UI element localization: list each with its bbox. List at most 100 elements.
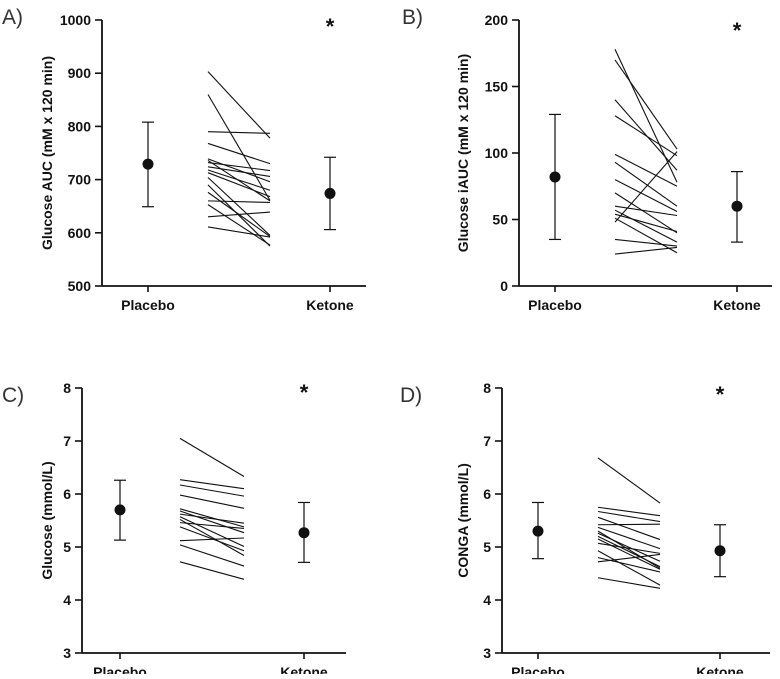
significance-marker: * xyxy=(716,382,725,407)
paired-line xyxy=(597,510,661,523)
paired-line xyxy=(614,99,678,171)
paired-line xyxy=(597,523,661,526)
paired-line xyxy=(207,131,271,134)
y-tick-label: 50 xyxy=(492,212,508,228)
paired-line xyxy=(614,238,678,247)
paired-line xyxy=(614,217,678,254)
paired-line xyxy=(207,158,271,183)
paired-line xyxy=(614,205,678,217)
panel-label: B) xyxy=(402,6,423,29)
y-tick-label: 100 xyxy=(485,145,509,161)
paired-line xyxy=(207,226,271,238)
y-tick-label: 0 xyxy=(500,278,508,294)
paired-line xyxy=(207,184,271,247)
paired-line xyxy=(597,532,661,562)
y-tick-label: 3 xyxy=(483,645,491,661)
y-tick-label: 900 xyxy=(68,65,92,81)
y-tick-label: 200 xyxy=(485,12,509,28)
y-axis-title: Glucose iAUC (mM x 120 min) xyxy=(455,54,471,252)
y-axis-title: Glucose AUC (mM x 120 min) xyxy=(39,56,55,250)
y-tick-label: 800 xyxy=(68,118,92,134)
paired-line xyxy=(597,506,661,517)
panel-b: B) 0 50 100 150 200 Placebo Ketone Glucose iAUC … xyxy=(402,6,772,313)
paired-line xyxy=(207,200,271,204)
paired-line xyxy=(179,437,245,477)
paired-line xyxy=(614,192,678,234)
x-tick-label: Ketone xyxy=(280,664,328,674)
y-tick-label: 500 xyxy=(68,278,92,294)
mean-point xyxy=(714,545,726,557)
paired-line xyxy=(179,518,245,556)
paired-line xyxy=(179,522,245,529)
paired-line xyxy=(207,142,271,165)
paired-line xyxy=(597,526,661,550)
mean-point xyxy=(298,527,310,539)
mean-point xyxy=(142,158,154,170)
x-tick-label: Placebo xyxy=(121,297,175,313)
paired-line xyxy=(614,161,678,207)
paired-line xyxy=(614,115,678,157)
y-tick-label: 8 xyxy=(63,380,71,396)
paired-line xyxy=(179,516,245,547)
paired-line xyxy=(207,211,271,218)
significance-marker: * xyxy=(326,14,335,39)
paired-line xyxy=(179,494,245,509)
paired-line xyxy=(614,153,678,187)
paired-line xyxy=(207,172,271,198)
y-tick-label: 5 xyxy=(483,539,491,555)
panel-a: A) 500 600 700 800 900 1000 Placebo Ketone Glucos… xyxy=(2,6,366,313)
paired-line xyxy=(179,479,245,490)
paired-line xyxy=(179,508,245,528)
panel-label: D) xyxy=(400,384,422,407)
paired-line xyxy=(179,561,245,580)
paired-line xyxy=(614,213,678,232)
paired-line xyxy=(597,577,661,589)
y-tick-label: 600 xyxy=(68,225,92,241)
x-tick-label: Placebo xyxy=(528,297,582,313)
paired-line xyxy=(179,544,245,567)
y-tick-label: 3 xyxy=(63,645,71,661)
y-tick-label: 1000 xyxy=(60,12,91,28)
paired-line xyxy=(614,246,678,255)
paired-line xyxy=(597,538,661,570)
mean-point xyxy=(532,525,544,537)
paired-line xyxy=(614,59,678,150)
y-tick-label: 700 xyxy=(68,172,92,188)
paired-line xyxy=(597,457,661,504)
paired-line xyxy=(179,537,245,542)
y-axis-title: Glucose (mmol/L) xyxy=(39,461,55,579)
paired-line xyxy=(614,179,678,213)
mean-point xyxy=(549,171,561,183)
paired-line xyxy=(179,513,245,524)
significance-marker: * xyxy=(300,380,309,405)
x-tick-label: Placebo xyxy=(511,664,565,674)
x-tick-label: Ketone xyxy=(696,664,744,674)
y-tick-label: 4 xyxy=(483,592,491,608)
panel-label: C) xyxy=(2,384,24,407)
paired-line xyxy=(597,557,661,573)
x-tick-label: Ketone xyxy=(713,297,761,313)
paired-line xyxy=(207,166,271,177)
paired-line xyxy=(597,553,661,563)
y-tick-label: 7 xyxy=(483,433,491,449)
paired-line xyxy=(597,535,661,568)
mean-point xyxy=(731,200,743,212)
paired-line xyxy=(207,162,271,172)
paired-line xyxy=(614,151,678,223)
significance-marker: * xyxy=(733,18,742,43)
paired-line xyxy=(207,169,271,191)
y-tick-label: 4 xyxy=(63,592,71,608)
paired-line xyxy=(614,209,678,243)
y-tick-label: 150 xyxy=(485,79,509,95)
y-tick-label: 6 xyxy=(483,486,491,502)
x-tick-label: Ketone xyxy=(306,297,354,313)
y-tick-label: 8 xyxy=(483,380,491,396)
paired-line xyxy=(597,550,661,586)
x-tick-label: Placebo xyxy=(93,664,147,674)
y-tick-label: 6 xyxy=(63,486,71,502)
paired-line xyxy=(207,204,271,246)
paired-line xyxy=(207,177,271,236)
paired-line xyxy=(614,49,678,183)
panel-label: A) xyxy=(2,6,23,29)
